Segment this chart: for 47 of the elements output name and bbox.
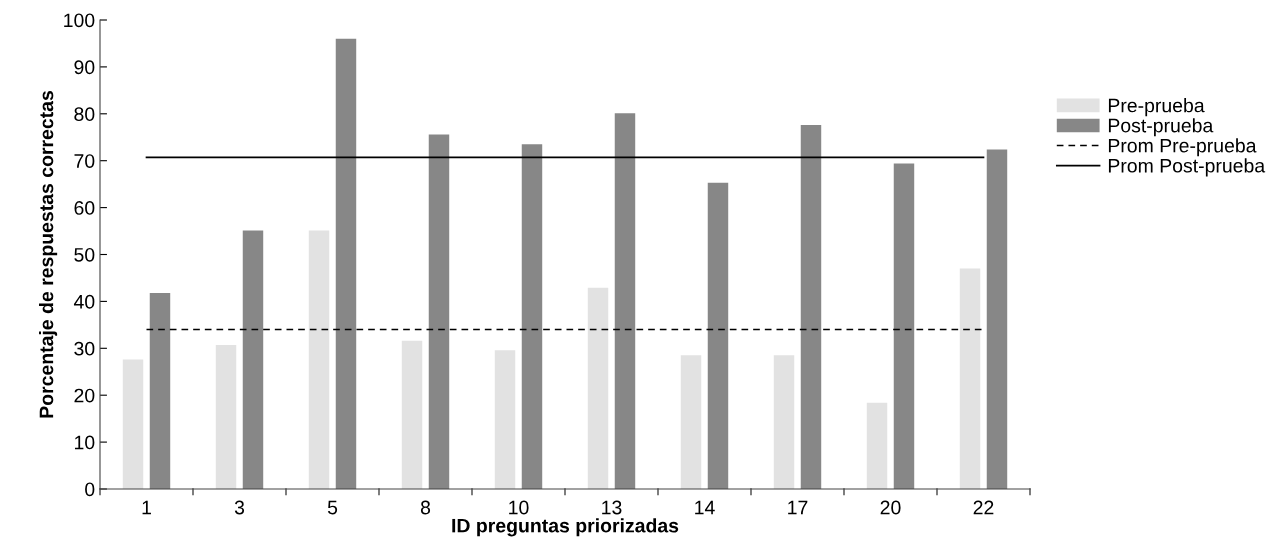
x-tick-label: 14 [695, 500, 715, 515]
bar [122, 359, 144, 489]
x-tick-label: 10 [509, 500, 529, 515]
x-tick-label: 17 [788, 500, 808, 515]
bar [959, 268, 981, 489]
x-tick-label: 20 [880, 500, 901, 515]
bar [401, 340, 423, 489]
bar [494, 350, 516, 489]
y-tick-label: 100 [64, 13, 95, 28]
bar [587, 287, 609, 489]
y-tick-label: 60 [74, 201, 95, 215]
y-tick-label: 20 [74, 388, 95, 403]
y-tick-label: 80 [74, 107, 95, 122]
bar [428, 134, 450, 489]
legend-label: Post-prueba [1108, 118, 1214, 137]
bar [614, 113, 636, 489]
bar [680, 355, 702, 489]
bar [893, 163, 915, 489]
bar [707, 182, 729, 489]
bar [521, 144, 543, 489]
y-axis-title: Porcentaje de respuestas correctas [39, 91, 58, 418]
bar [773, 355, 795, 489]
legend-label: Pre-prueba [1108, 98, 1205, 117]
y-tick-label: 40 [73, 294, 95, 309]
x-tick-label: 5 [327, 500, 338, 515]
x-tick-label: 3 [234, 500, 245, 515]
bar [149, 292, 171, 489]
bar [335, 38, 357, 489]
y-tick-label: 50 [74, 247, 95, 262]
y-tick-label: 70 [74, 154, 95, 168]
y-tick-label: 30 [74, 341, 95, 356]
legend-label: Prom Post-prueba [1108, 158, 1266, 177]
bar [242, 230, 264, 489]
x-tick-label: 1 [142, 500, 151, 515]
x-tick-label: 13 [602, 500, 622, 515]
bar [866, 402, 888, 489]
x-tick-label: 22 [973, 500, 994, 515]
y-tick-label: 10 [75, 435, 95, 450]
x-axis-title: ID preguntas priorizadas [452, 518, 679, 537]
y-tick-label: 0 [85, 482, 95, 497]
x-tick-label: 8 [420, 500, 431, 515]
bar [800, 125, 822, 489]
legend-label: Prom Pre-prueba [1108, 138, 1257, 157]
bar [215, 345, 237, 489]
bar [308, 230, 330, 489]
bar [986, 149, 1008, 489]
y-tick-label: 90 [74, 60, 95, 75]
